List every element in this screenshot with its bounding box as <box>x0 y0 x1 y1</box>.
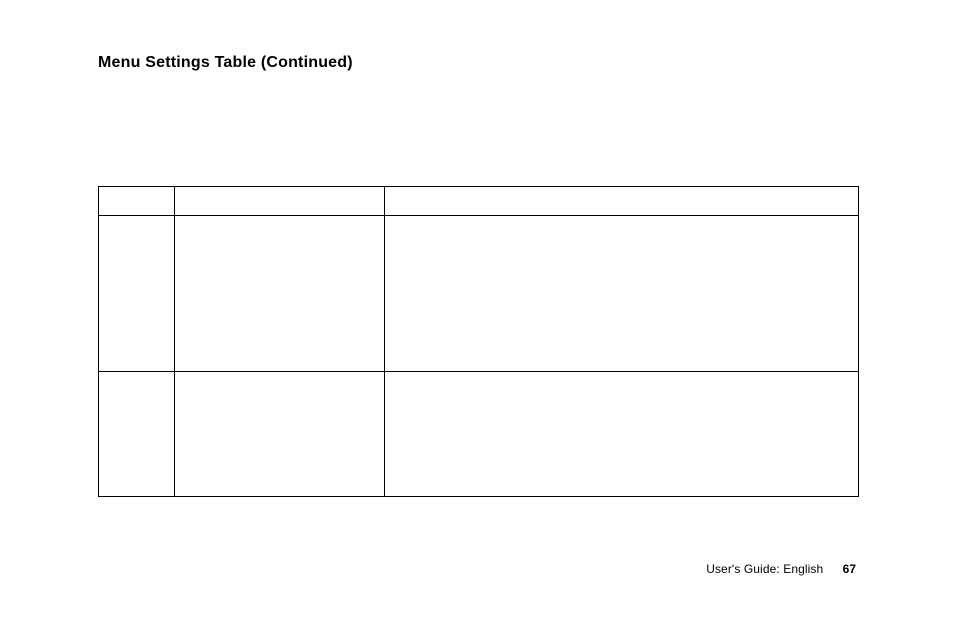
table-row <box>99 216 859 372</box>
table-cell <box>175 372 385 497</box>
table-cell <box>385 187 859 216</box>
page-title: Menu Settings Table (Continued) <box>98 54 353 72</box>
footer-label: User's Guide: English <box>706 562 823 576</box>
table-cell <box>385 216 859 372</box>
settings-table <box>98 186 859 497</box>
table-cell <box>175 187 385 216</box>
settings-table-wrap <box>98 186 858 497</box>
table-row <box>99 187 859 216</box>
table-cell <box>99 187 175 216</box>
footer-page-number: 67 <box>843 562 856 576</box>
table-cell <box>99 372 175 497</box>
page-footer: User's Guide: English 67 <box>706 562 856 576</box>
table-cell <box>99 216 175 372</box>
document-page: Menu Settings Table (Continued) <box>0 0 954 618</box>
table-cell <box>385 372 859 497</box>
table-row <box>99 372 859 497</box>
table-cell <box>175 216 385 372</box>
